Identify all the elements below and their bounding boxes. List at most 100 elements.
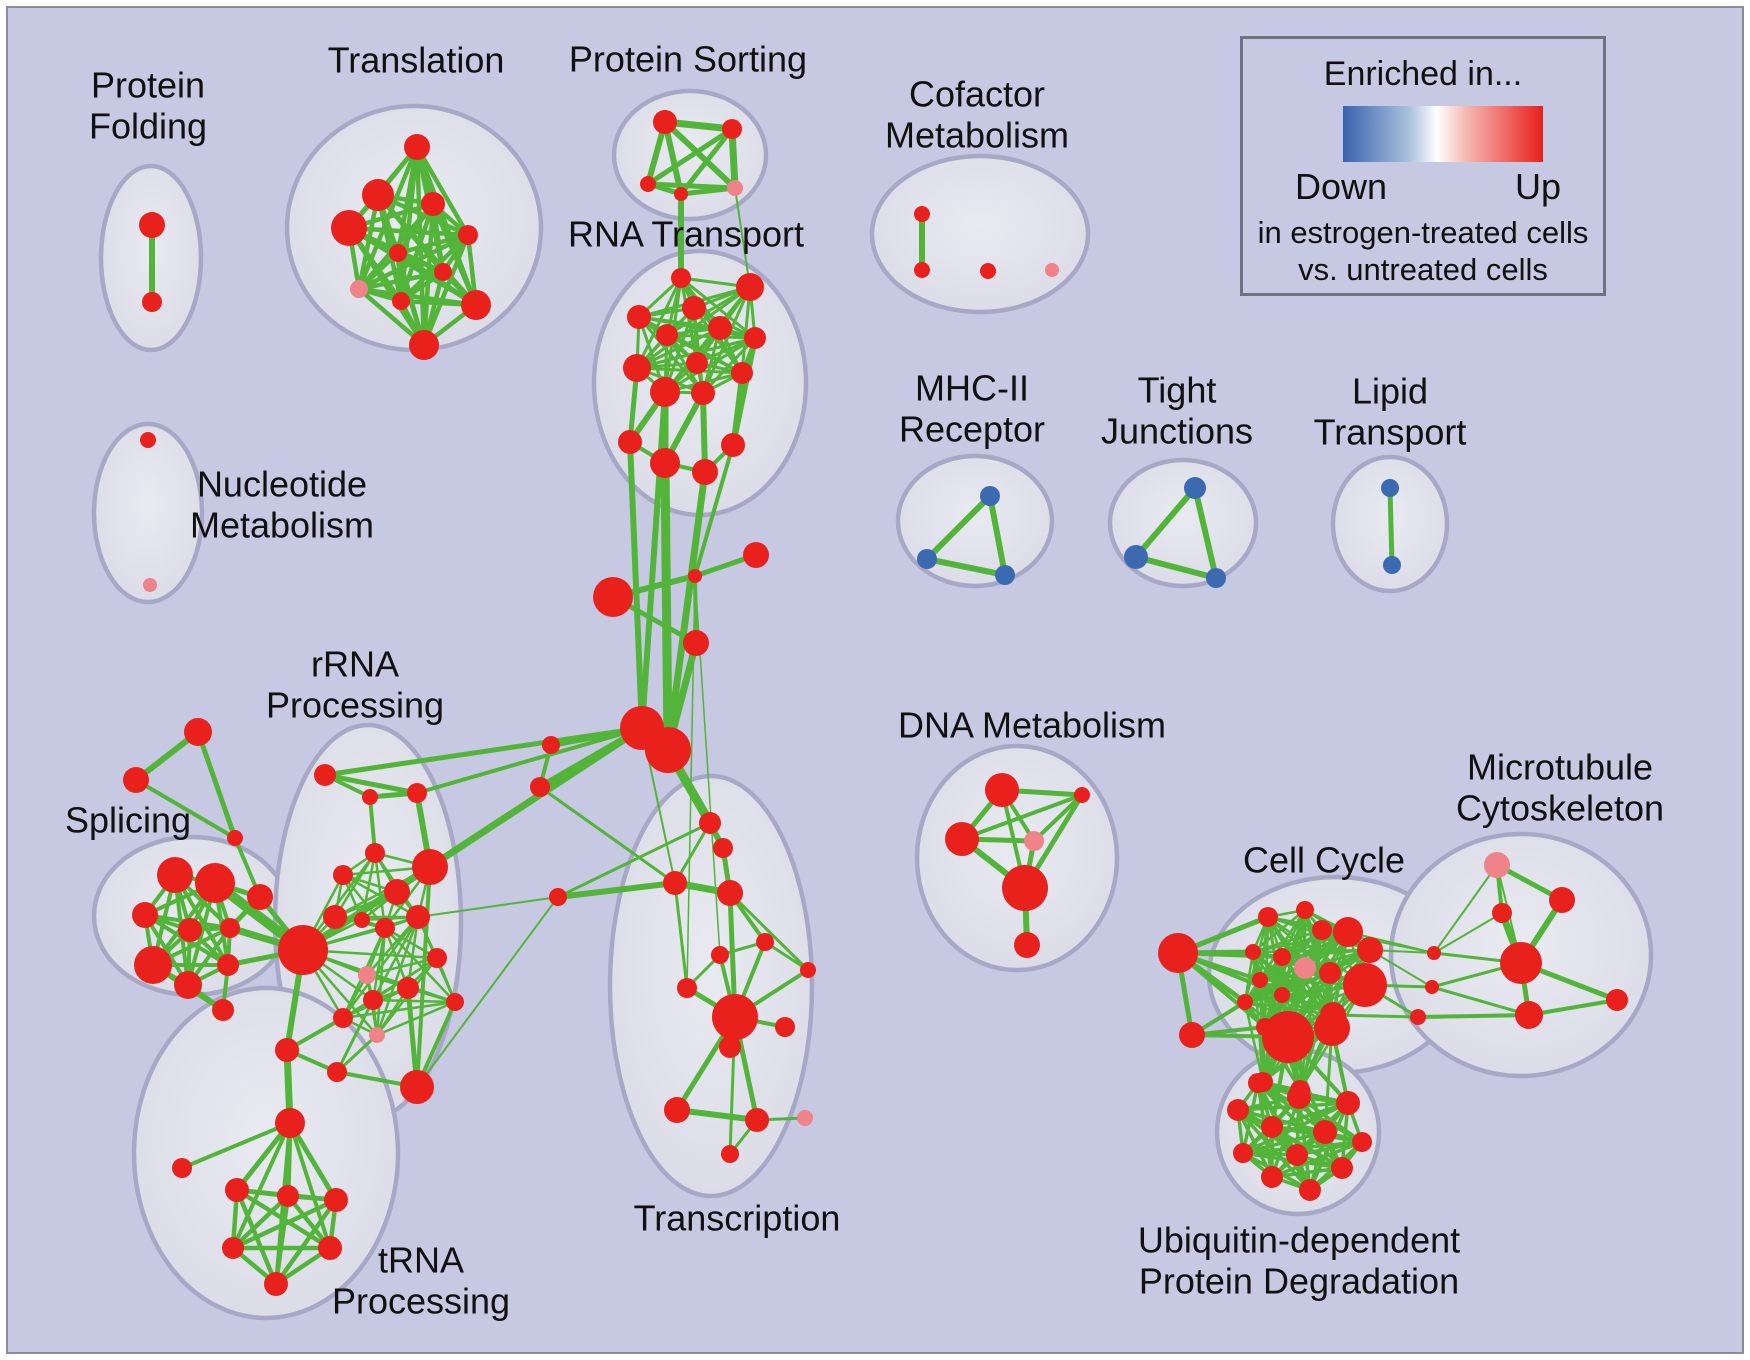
gene-set-node [699, 812, 721, 834]
gene-set-node [691, 381, 715, 405]
gene-set-node [1336, 1091, 1360, 1115]
gene-set-node [427, 948, 447, 968]
gene-set-node [618, 430, 642, 454]
gene-set-node [1258, 907, 1278, 927]
edge [417, 896, 559, 918]
cluster-label-ubiquitin-degradation: Ubiquitin-dependent [1138, 1220, 1460, 1261]
edge [1032, 793, 1084, 843]
gene-set-node [461, 290, 491, 320]
edge [1258, 930, 1350, 982]
edge [639, 389, 668, 731]
gene-set-node [914, 262, 930, 278]
gene-set-node [331, 210, 367, 246]
edge [556, 821, 712, 899]
cluster-label-splicing: Splicing [65, 800, 191, 841]
gene-set-node [134, 946, 172, 984]
gene-set-node [172, 1158, 192, 1178]
gene-set-node [1227, 1099, 1249, 1121]
gene-set-node [132, 902, 158, 928]
edge [678, 185, 738, 197]
edge [674, 1107, 760, 1123]
edge [679, 276, 757, 340]
gene-set-node [1296, 901, 1314, 919]
edge [1331, 1013, 1420, 1019]
edge [664, 468, 709, 754]
gene-set-node [1515, 1001, 1543, 1029]
gene-set-node [623, 354, 651, 382]
gene-set-node [1357, 937, 1383, 963]
gene-set-node [1074, 787, 1090, 803]
cluster-label-mhc-ii-receptor: MHC-II [915, 368, 1029, 409]
edge [662, 119, 738, 191]
gene-set-node [1500, 942, 1542, 984]
legend-caption-line2: vs. untreated cells [1298, 252, 1548, 287]
gene-set-node [362, 179, 394, 211]
gene-set-node [389, 244, 407, 262]
gene-set-node [404, 134, 430, 160]
gene-set-node [275, 1108, 305, 1138]
gene-set-node [314, 764, 336, 786]
gene-set-node [1245, 944, 1261, 960]
edge [415, 726, 644, 795]
cluster-ellipse-cofactor-metabolism [869, 153, 1091, 315]
edge [673, 881, 689, 990]
gene-set-node [743, 542, 769, 568]
legend-caption-line1: in estrogen-treated cells [1257, 215, 1589, 250]
edge [288, 1121, 332, 1250]
gene-set-node [264, 1272, 288, 1296]
gene-set-node [653, 110, 677, 134]
gene-set-node [247, 884, 273, 910]
gene-set-node [1124, 545, 1148, 569]
gene-set-node [318, 1236, 342, 1260]
edge [1251, 930, 1350, 954]
edge [195, 729, 238, 841]
gene-set-node [1262, 1011, 1314, 1063]
edge [637, 315, 705, 395]
gene-set-node [1045, 263, 1059, 277]
gene-set-node [1158, 933, 1198, 973]
edge [356, 269, 446, 292]
edge [660, 458, 673, 755]
gene-set-node [736, 273, 764, 301]
gene-set-node [407, 783, 427, 803]
gene-set-node [1287, 1085, 1311, 1109]
gene-set-node [1233, 1143, 1253, 1163]
gene-set-node [692, 459, 718, 485]
gene-set-node [1352, 1132, 1372, 1152]
gene-set-node [530, 777, 550, 797]
gene-set-node [688, 569, 702, 583]
gene-set-node [375, 918, 395, 938]
edge [375, 926, 387, 1037]
gene-set-node [406, 905, 430, 929]
gene-set-node [1002, 865, 1048, 911]
cluster-ellipse-nucleotide-metabolism [91, 421, 205, 605]
gene-set-node [682, 296, 706, 320]
gene-set-node [1606, 989, 1628, 1011]
edge [1295, 1140, 1364, 1157]
gene-set-node [727, 180, 743, 196]
cluster-label-mhc-ii-receptor: Receptor [899, 409, 1045, 450]
edge [1433, 912, 1503, 954]
gene-set-node [143, 578, 157, 592]
gene-set-node [1425, 980, 1439, 994]
gene-set-node [1410, 1009, 1426, 1025]
gene-set-node [797, 1110, 813, 1126]
gene-set-node [157, 857, 193, 893]
gene-set-node [397, 977, 419, 999]
edge [421, 232, 471, 348]
gene-set-node [1274, 987, 1290, 1003]
edge [414, 144, 471, 238]
cluster-label-transcription: Transcription [634, 1198, 841, 1239]
edge [987, 493, 1008, 578]
cluster-label-nucleotide-metabolism: Metabolism [190, 505, 374, 546]
gene-set-node [222, 1237, 244, 1259]
edge [373, 851, 387, 930]
gene-set-node [1331, 1157, 1353, 1179]
gene-set-node [1014, 932, 1040, 958]
edge [1251, 908, 1307, 954]
gene-set-node [1294, 957, 1316, 979]
gene-set-node [139, 212, 165, 238]
edge [415, 865, 432, 1089]
edge [273, 1197, 339, 1287]
